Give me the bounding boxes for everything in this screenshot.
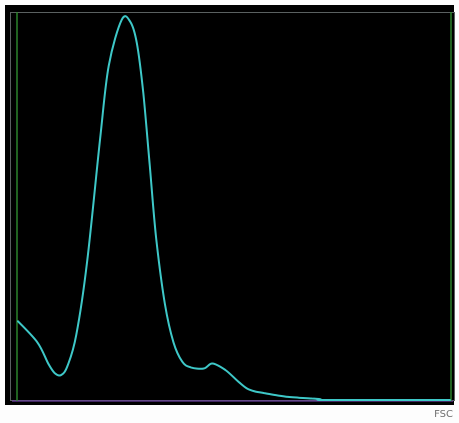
x-axis-label: FSC — [434, 409, 453, 420]
plot-background — [5, 5, 454, 405]
histogram-curve — [17, 15, 451, 401]
